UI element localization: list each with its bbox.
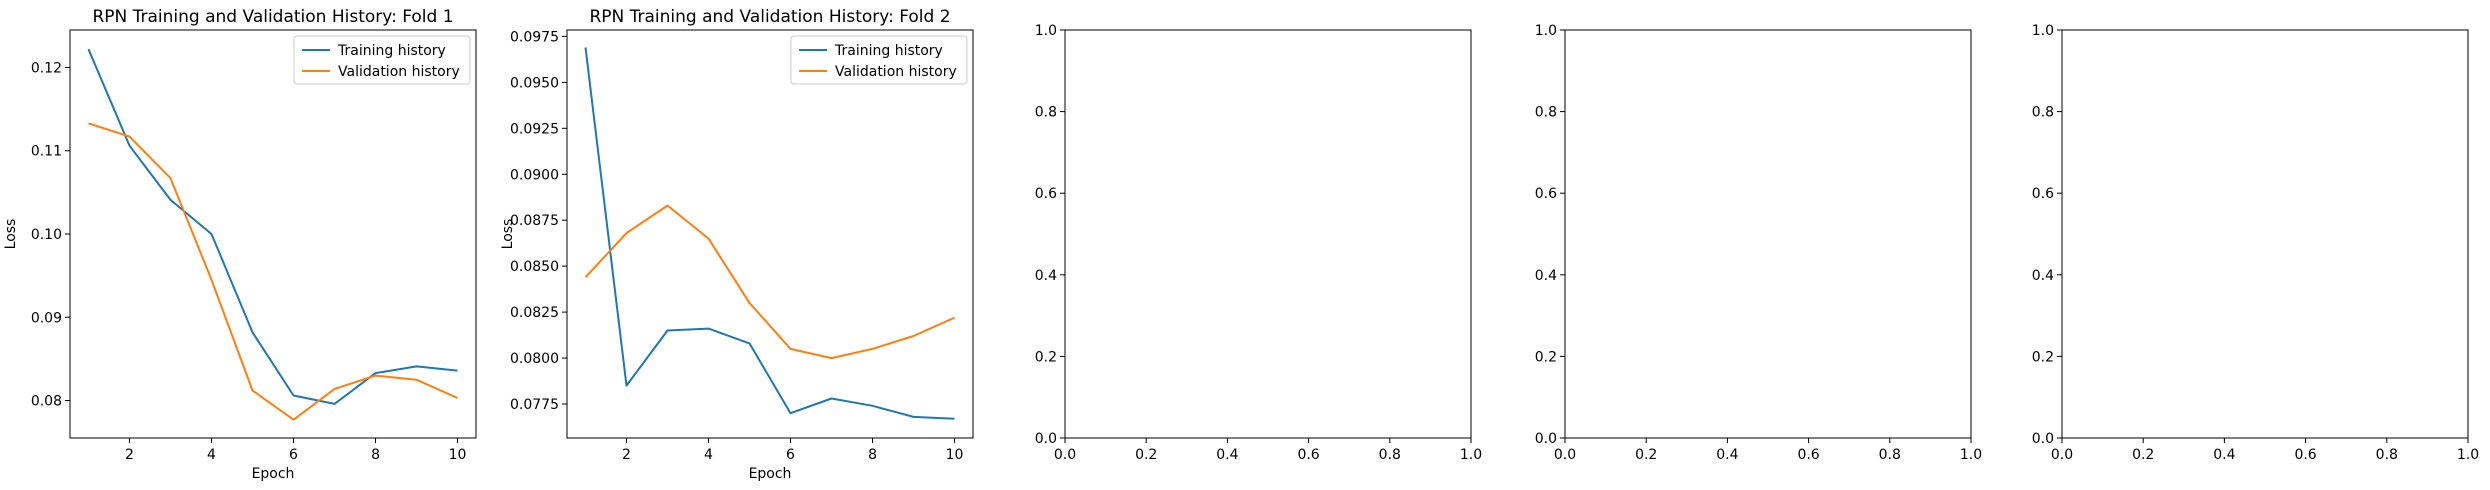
y-tick-label: 0.0875 xyxy=(510,213,559,229)
x-tick-label: 0.6 xyxy=(2294,447,2316,463)
y-tick-label: 1.0 xyxy=(1035,23,1057,39)
y-tick-label: 0.4 xyxy=(2032,268,2054,284)
y-tick-label: 0.12 xyxy=(31,60,62,76)
x-tick-label: 0.4 xyxy=(2213,447,2235,463)
axes-frame xyxy=(1064,29,1472,439)
axes-frame xyxy=(1564,29,1972,439)
chart-title: RPN Training and Validation History: Fol… xyxy=(92,7,453,27)
x-tick-label: 1.0 xyxy=(1960,447,1982,463)
x-tick-label: 0.6 xyxy=(1797,447,1819,463)
y-tick-label: 0.6 xyxy=(1035,186,1057,202)
x-tick-label: 0.0 xyxy=(1054,447,1076,463)
y-tick-label: 0.8 xyxy=(2032,105,2054,121)
y-axis-label: Loss xyxy=(500,219,516,250)
y-tick-label: 0.0850 xyxy=(510,259,559,275)
y-tick-label: 0.10 xyxy=(31,227,62,243)
chart-5: 0.0 0.2 0.4 0.6 0.8 1.0 0.0 0.2 0.4 0.6 0.8 1.0 xyxy=(2032,23,2479,463)
y-tick-label: 0.0900 xyxy=(510,167,559,183)
y-tick-label: 0.4 xyxy=(1535,268,1557,284)
y-tick-label: 0.6 xyxy=(1535,186,1557,202)
series-line-training xyxy=(87,48,458,405)
y-tick-label: 0.8 xyxy=(1035,105,1057,121)
x-tick-label: 0.4 xyxy=(1216,447,1238,463)
y-tick-label: 0.0825 xyxy=(510,305,559,321)
x-tick-label: 2 xyxy=(622,447,631,463)
y-tick-label: 1.0 xyxy=(2032,23,2054,39)
x-tick-label: 0.0 xyxy=(2051,447,2073,463)
x-tick-label: 0.2 xyxy=(1635,447,1657,463)
chart-1: 2 4 6 8 10 0.08 0.09 0.10 0.11 0.12 RPN Training a… xyxy=(3,7,477,482)
legend-frame xyxy=(790,35,968,85)
y-tick-label: 0.2 xyxy=(1535,349,1557,365)
x-tick-label: 1.0 xyxy=(2457,447,2479,463)
y-tick-label: 0.0950 xyxy=(510,75,559,91)
x-tick-label: 0.6 xyxy=(1297,447,1319,463)
x-tick-label: 10 xyxy=(946,447,964,463)
series-line-training xyxy=(584,47,955,420)
x-axis-label: Epoch xyxy=(252,466,295,482)
y-tick-label: 0.0800 xyxy=(510,351,559,367)
axes-frame xyxy=(69,29,477,439)
legend-label: Training history xyxy=(337,43,446,59)
x-tick-label: 8 xyxy=(371,447,380,463)
y-tick-label: 1.0 xyxy=(1535,23,1557,39)
x-tick-label: 2 xyxy=(125,447,134,463)
y-axis-label: Loss xyxy=(3,219,19,250)
chart-2: 2 4 6 8 10 0.0775 0.0800 0.0825 0.0850 0.0875 0.09… xyxy=(500,7,974,482)
x-tick-label: 0.4 xyxy=(1716,447,1738,463)
chart-4: 0.0 0.2 0.4 0.6 0.8 1.0 0.0 0.2 0.4 0.6 0.8 1.0 xyxy=(1535,23,1982,463)
x-tick-label: 6 xyxy=(786,447,795,463)
y-tick-label: 0.8 xyxy=(1535,105,1557,121)
x-tick-label: 4 xyxy=(207,447,216,463)
chart-3: 0.0 0.2 0.4 0.6 0.8 1.0 0.0 0.2 0.4 0.6 0.8 1.0 xyxy=(1035,23,1482,463)
y-tick-label: 0.09 xyxy=(31,310,62,326)
x-tick-label: 4 xyxy=(704,447,713,463)
legend-label: Validation history xyxy=(835,64,957,80)
legend-label: Validation history xyxy=(338,64,460,80)
x-tick-label: 0.0 xyxy=(1554,447,1576,463)
y-tick-label: 0.2 xyxy=(1035,349,1057,365)
x-tick-label: 6 xyxy=(289,447,298,463)
x-tick-label: 1.0 xyxy=(1460,447,1482,463)
y-tick-label: 0.0 xyxy=(2032,431,2054,447)
series-line-validation xyxy=(88,122,458,421)
x-axis-label: Epoch xyxy=(749,466,792,482)
legend-frame xyxy=(293,35,471,85)
chart-title: RPN Training and Validation History: Fol… xyxy=(589,7,950,27)
y-tick-label: 0.11 xyxy=(31,144,62,160)
legend-label: Training history xyxy=(834,43,943,59)
y-tick-label: 0.4 xyxy=(1035,268,1057,284)
x-tick-label: 0.8 xyxy=(1879,447,1901,463)
legend: Training history Validation history xyxy=(293,35,471,85)
y-tick-label: 0.0775 xyxy=(510,397,559,413)
y-tick-label: 0.0 xyxy=(1035,431,1057,447)
x-tick-label: 0.8 xyxy=(2376,447,2398,463)
series-line-validation xyxy=(584,204,955,360)
y-tick-label: 0.6 xyxy=(2032,186,2054,202)
legend: Training history Validation history xyxy=(790,35,968,85)
x-tick-label: 10 xyxy=(449,447,467,463)
x-tick-label: 0.2 xyxy=(1135,447,1157,463)
x-tick-label: 0.8 xyxy=(1379,447,1401,463)
y-tick-label: 0.0925 xyxy=(510,121,559,137)
axes-frame xyxy=(566,29,974,439)
y-tick-label: 0.0975 xyxy=(510,29,559,45)
y-tick-label: 0.0 xyxy=(1535,431,1557,447)
axes-frame xyxy=(2061,29,2469,439)
y-tick-label: 0.2 xyxy=(2032,349,2054,365)
x-tick-label: 8 xyxy=(868,447,877,463)
x-tick-label: 0.2 xyxy=(2132,447,2154,463)
y-tick-label: 0.08 xyxy=(31,394,62,410)
